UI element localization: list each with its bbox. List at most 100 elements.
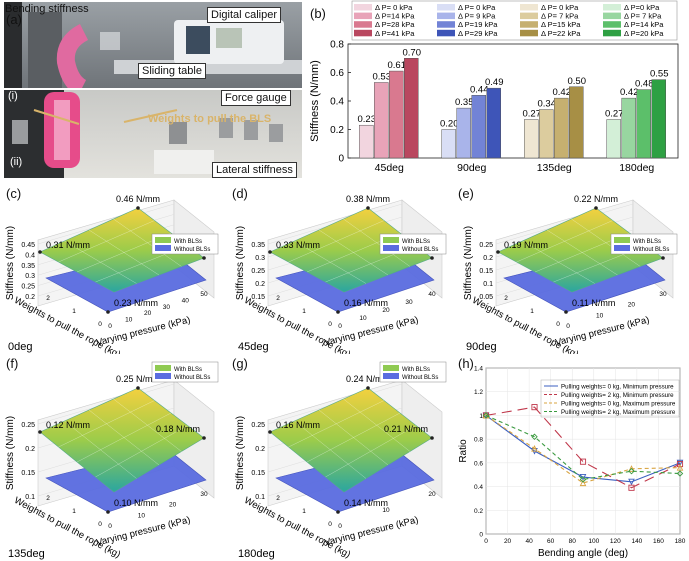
data-point bbox=[336, 510, 340, 514]
angle-label: 135deg bbox=[8, 548, 45, 560]
z-tick-label: 0.25 bbox=[479, 242, 493, 249]
bar bbox=[374, 82, 389, 159]
pressure-tick-label: 0 bbox=[108, 323, 112, 330]
data-point bbox=[106, 510, 110, 514]
surface-panel-g: (g) 0.1 0.15 0.2 0.25 Stiffness (N/mm) 0.24 N… bbox=[230, 356, 458, 561]
series-line bbox=[485, 414, 681, 481]
z-tick-label: 0.15 bbox=[479, 268, 493, 275]
weight-tick-label: 0 bbox=[98, 321, 102, 328]
surface-panel-c: (c) 0.2 0.25 0.3 0.35 0.4 0.45 Stiffness (N/mm… bbox=[0, 186, 230, 354]
bar bbox=[569, 86, 584, 159]
y-tick-label: 0.8 bbox=[474, 437, 483, 444]
z-tick-label: 0.2 bbox=[255, 446, 265, 453]
legend-swatch bbox=[520, 29, 538, 37]
stiffness-annotation: 0.31 N/mm bbox=[46, 240, 90, 250]
y-tick-label: 0.6 bbox=[474, 460, 483, 467]
surface-chart-d: 0.15 0.2 0.25 0.3 0.35 Stiffness (N/mm) 0.38 N… bbox=[235, 194, 447, 354]
bar-value-label: 0.70 bbox=[403, 47, 422, 58]
z-tick-label: 0.15 bbox=[251, 470, 265, 477]
series-line bbox=[485, 414, 681, 483]
z-tick-label: 0.15 bbox=[21, 470, 35, 477]
legend-label-without: Without BLSs bbox=[402, 247, 438, 253]
pressure-axis-label: Varying pressure (kPa) bbox=[554, 315, 650, 349]
series-marker bbox=[628, 465, 635, 472]
z-tick-label: 0.1 bbox=[483, 281, 493, 288]
bar-value-label: 0.20 bbox=[440, 119, 459, 130]
stiffness-annotation: 0.16 N/mm bbox=[344, 298, 388, 308]
series-marker bbox=[531, 445, 538, 452]
y-tick-label: 0 bbox=[479, 532, 483, 539]
weight-tick-label: 1 bbox=[302, 308, 306, 315]
panel-label-b: (b) bbox=[310, 6, 326, 21]
surface-chart-f: 0.1 0.15 0.2 0.25 Stiffness (N/mm) 0.25 N/mm 0… bbox=[5, 361, 219, 560]
legend-label: Pulling weights= 0 kg, Minimum pressure bbox=[561, 383, 674, 390]
data-point bbox=[366, 206, 370, 210]
bar bbox=[389, 70, 404, 159]
z-tick-label: 0.2 bbox=[255, 281, 265, 288]
data-point bbox=[268, 430, 272, 434]
panel-label-a: (a) bbox=[6, 12, 22, 27]
surface-chart-e: 0.05 0.1 0.15 0.2 0.25 Stiffness (N/mm) 0.22 N… bbox=[463, 194, 678, 354]
surface-mesh-line bbox=[343, 218, 411, 267]
y-axis-label: Ratio bbox=[458, 439, 469, 463]
legend-label: Δ P=20 kPa bbox=[624, 29, 664, 38]
legend-label: Δ P=28 kPa bbox=[375, 20, 415, 29]
stiffness-annotation: 0.38 N/mm bbox=[346, 194, 390, 204]
y-tick-label: 1.2 bbox=[474, 389, 483, 396]
pressure-tick-label: 30 bbox=[659, 291, 667, 298]
legend-label: Δ P=22 kPa bbox=[541, 29, 581, 38]
bar bbox=[404, 58, 419, 159]
angle-label: 45deg bbox=[238, 341, 269, 353]
legend-label-with: With BLSs bbox=[174, 239, 202, 245]
weight-tick-label: 0 bbox=[98, 521, 102, 528]
data-point bbox=[202, 436, 206, 440]
legend-swatch-without bbox=[614, 245, 630, 251]
legend-frame bbox=[351, 0, 678, 41]
bar-value-label: 0.61 bbox=[388, 60, 407, 71]
pressure-tick-label: 30 bbox=[200, 491, 208, 498]
bar bbox=[486, 87, 501, 159]
panel-label-h: (h) bbox=[458, 356, 474, 371]
y-tick-label: 1.4 bbox=[474, 366, 483, 373]
stiffness-annotation: 0.11 N/mm bbox=[572, 298, 615, 308]
bar-value-label: 0.42 bbox=[620, 87, 639, 98]
legend-label: Δ P= 0 kPa bbox=[541, 3, 579, 12]
legend-label: Δ P= 7 kPa bbox=[541, 12, 579, 21]
legend-swatch bbox=[354, 4, 372, 11]
stiffness-annotation: 0.24 N/mm bbox=[346, 374, 390, 384]
bar-value-label: 0.27 bbox=[605, 109, 624, 120]
series-line bbox=[485, 414, 681, 484]
weight-tick-label: 2 bbox=[276, 295, 280, 302]
y-tick-label: 0 bbox=[338, 154, 344, 165]
legend-swatch-with bbox=[155, 365, 171, 371]
legend-swatch bbox=[520, 12, 538, 20]
legend-label: Δ P=14 kPa bbox=[624, 20, 664, 29]
sliding-table-label: Sliding table bbox=[138, 63, 206, 79]
legend-label-without: Without BLSs bbox=[633, 247, 669, 253]
legend-label: Δ P= 7 kPa bbox=[624, 12, 662, 21]
data-point bbox=[661, 256, 665, 260]
surface-chart-c: 0.2 0.25 0.3 0.35 0.4 0.45 Stiffness (N/mm) 0.4… bbox=[5, 194, 219, 354]
legend-swatch bbox=[603, 12, 621, 20]
bar-value-label: 0.35 bbox=[455, 97, 474, 108]
pressure-tick-label: 0 bbox=[108, 523, 112, 530]
legend-label-without: Without BLSs bbox=[174, 247, 210, 253]
pressure-tick-label: 0 bbox=[566, 323, 570, 330]
legend-swatch bbox=[354, 21, 372, 28]
panel-label-f: (f) bbox=[6, 356, 19, 371]
stiffness-annotation: 0.22 N/mm bbox=[574, 194, 618, 204]
stiffness-annotation: 0.21 N/mm bbox=[384, 424, 428, 434]
surface-mesh-line bbox=[571, 218, 641, 267]
data-point bbox=[594, 206, 598, 210]
stiffness-annotation: 0.46 N/mm bbox=[116, 194, 160, 204]
z-tick-label: 0.3 bbox=[25, 273, 35, 280]
x-category-label: 180deg bbox=[619, 162, 654, 174]
legend-swatch bbox=[520, 4, 538, 11]
legend-swatch bbox=[437, 29, 455, 37]
bar-value-label: 0.44 bbox=[470, 84, 489, 95]
weights-label: Weights to pull the BLS bbox=[148, 113, 272, 125]
ratio-chart-panel: (h) 0 0.2 0.4 0.6 0.8 1 1.2 1.4 0 20 40 60 80 100 120 1… bbox=[458, 356, 689, 561]
legend-label: Δ P= 0 kPa bbox=[375, 3, 413, 12]
weight-tick-label: 2 bbox=[276, 495, 280, 502]
legend-label: Δ P=15 kPa bbox=[541, 20, 581, 29]
